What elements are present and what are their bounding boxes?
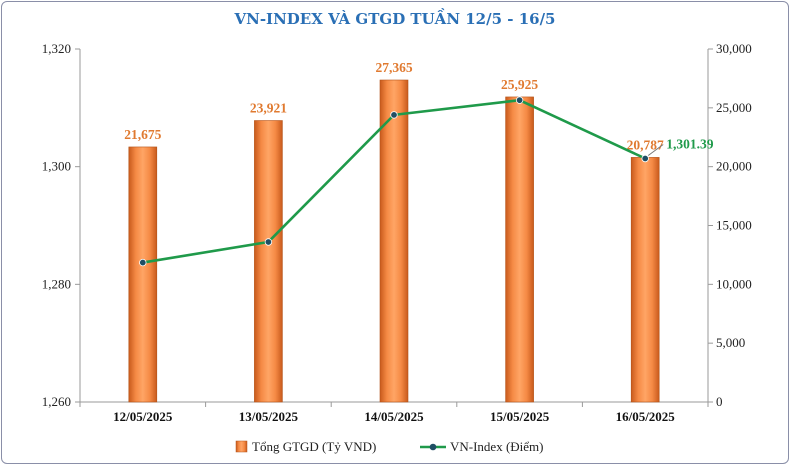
legend-bar-swatch xyxy=(235,440,248,453)
left-tick-label: 1,300 xyxy=(42,159,71,174)
right-tick-label: 25,000 xyxy=(716,100,752,115)
x-tick-label: 14/05/2025 xyxy=(364,409,424,424)
bar-data-label: 27,365 xyxy=(375,60,412,75)
right-tick-label: 15,000 xyxy=(716,218,752,233)
right-y-axis: 0 5,000 10,000 15,000 20,000 25,000 30,000 xyxy=(707,41,752,409)
right-tick-label: 5,000 xyxy=(716,335,745,350)
vn-index-point xyxy=(515,96,524,104)
bar xyxy=(505,96,534,403)
right-tick-label: 10,000 xyxy=(716,276,752,291)
x-axis: 12/05/2025 13/05/2025 14/05/2025 15/05/2025… xyxy=(79,401,709,424)
chart-title: VN-INDEX VÀ GTGD TUẦN 12/5 - 16/5 xyxy=(233,8,555,28)
right-tick-label: 20,000 xyxy=(716,159,752,174)
leader-line xyxy=(647,144,664,156)
vn-index-point xyxy=(390,111,398,119)
bar-data-label: 20,787 xyxy=(627,137,664,152)
left-tick-label: 1,280 xyxy=(42,276,71,291)
vn-index-point xyxy=(641,154,649,163)
bar-data-label: 23,921 xyxy=(250,101,287,116)
left-tick-label: 1,260 xyxy=(42,394,71,409)
line-series: 1,301.39 xyxy=(139,96,714,267)
vn-index-last-label: 1,301.39 xyxy=(666,136,714,151)
x-tick-label: 15/05/2025 xyxy=(490,409,550,424)
bar-series xyxy=(128,79,660,403)
bar-data-label: 25,925 xyxy=(501,77,538,92)
bar xyxy=(630,157,660,403)
bar xyxy=(379,79,409,403)
bar-data-label: 21,675 xyxy=(124,127,161,142)
right-tick-label: 0 xyxy=(716,394,723,409)
right-tick-label: 30,000 xyxy=(716,41,752,56)
x-tick-label: 16/05/2025 xyxy=(616,409,676,424)
vn-index-point xyxy=(264,238,273,246)
legend: Tổng GTGD (Tỷ VND) VN-Index (Điểm) xyxy=(235,439,544,454)
legend-line-marker xyxy=(429,443,437,451)
left-y-axis: 1,260 1,280 1,300 1,320 xyxy=(42,41,81,409)
bar-data-labels: 21,675 23,921 27,365 25,925 20,787 xyxy=(124,60,664,152)
bar xyxy=(128,146,158,403)
legend-line-label: VN-Index (Điểm) xyxy=(450,439,544,454)
left-tick-label: 1,320 xyxy=(42,41,71,56)
vn-index-point xyxy=(139,258,147,267)
x-tick-label: 12/05/2025 xyxy=(113,409,173,424)
x-tick-label: 13/05/2025 xyxy=(239,409,299,424)
bar xyxy=(254,120,283,403)
legend-bar-label: Tổng GTGD (Tỷ VND) xyxy=(252,439,376,454)
